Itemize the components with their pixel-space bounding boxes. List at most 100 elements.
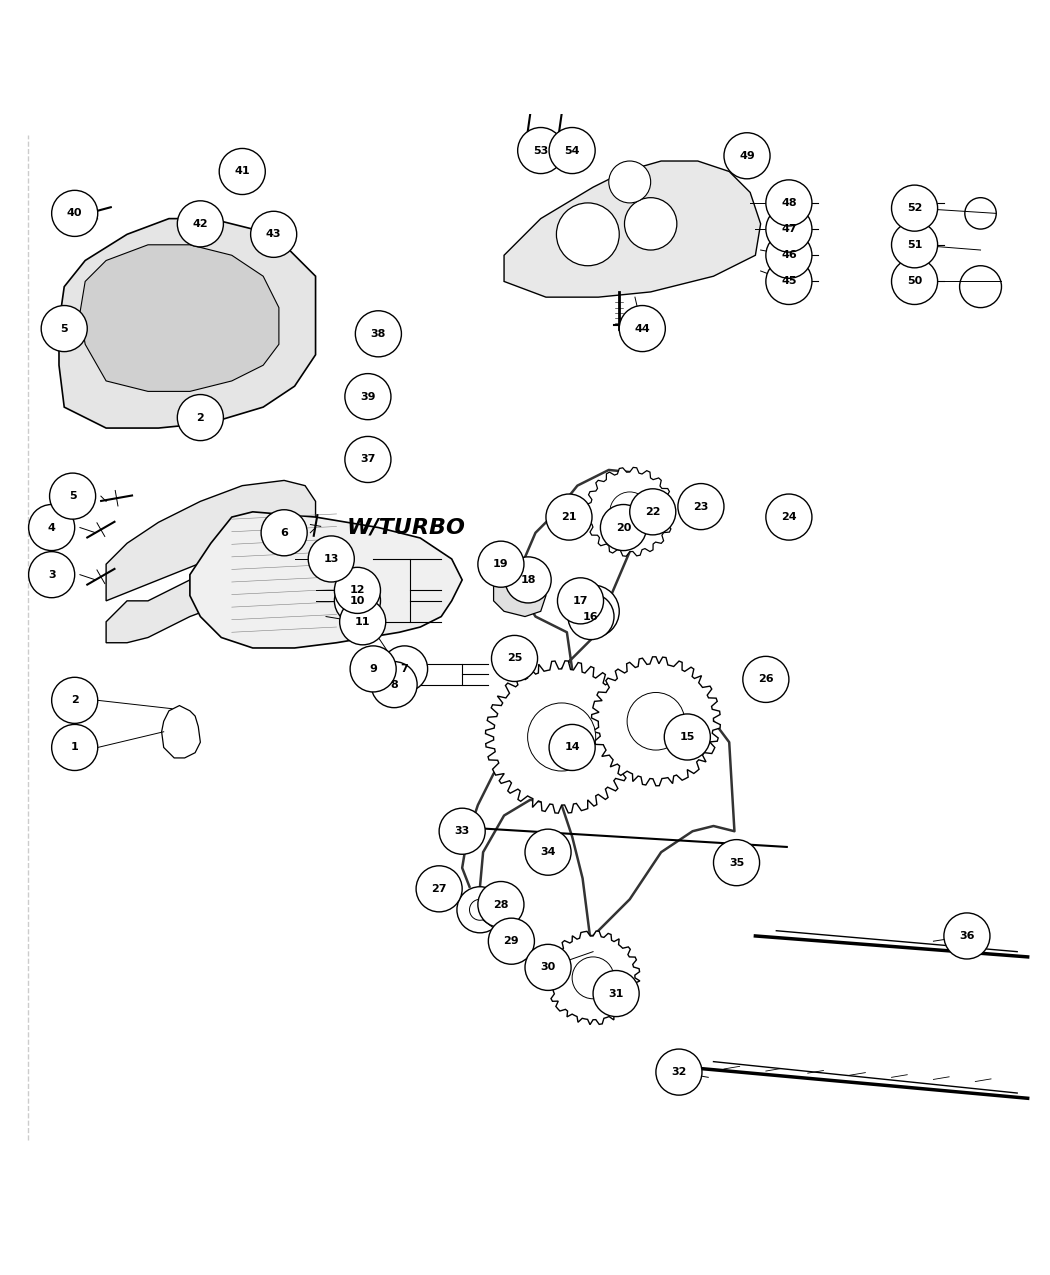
Text: 34: 34 [541,847,555,857]
Circle shape [478,541,524,588]
Circle shape [581,599,606,623]
Polygon shape [494,570,546,617]
Text: 25: 25 [507,654,522,663]
Circle shape [546,493,592,541]
Circle shape [568,594,614,640]
Circle shape [355,311,401,357]
Text: 39: 39 [360,391,376,402]
Circle shape [51,677,98,723]
Text: 12: 12 [350,585,365,595]
Circle shape [177,200,224,247]
Text: 31: 31 [608,988,624,998]
Polygon shape [504,161,760,297]
Circle shape [558,578,604,623]
Circle shape [593,970,639,1016]
Polygon shape [162,705,201,757]
Circle shape [765,232,812,278]
Polygon shape [106,481,316,601]
Text: 8: 8 [391,680,398,690]
Circle shape [469,899,490,921]
Circle shape [416,866,462,912]
Text: 2: 2 [196,413,205,422]
Circle shape [488,918,534,964]
Circle shape [491,635,538,681]
Circle shape [478,881,524,928]
Polygon shape [591,657,720,785]
Circle shape [371,662,417,708]
Text: 20: 20 [615,523,631,533]
Text: 54: 54 [565,145,580,156]
Text: 10: 10 [350,595,365,606]
Text: 6: 6 [280,528,288,538]
Circle shape [527,703,595,771]
Polygon shape [546,931,639,1025]
Text: 15: 15 [679,732,695,742]
Circle shape [51,724,98,770]
Circle shape [350,646,396,692]
Text: 36: 36 [960,931,974,941]
Text: 13: 13 [323,553,339,564]
Circle shape [965,198,996,230]
Circle shape [572,958,614,998]
Circle shape [457,886,503,933]
Circle shape [549,724,595,770]
Text: 17: 17 [572,595,588,606]
Text: 33: 33 [455,826,469,836]
Circle shape [344,374,391,419]
Circle shape [28,505,75,551]
Circle shape [51,190,98,236]
Polygon shape [585,468,674,556]
Text: 26: 26 [758,674,774,685]
Text: 19: 19 [494,560,509,569]
Circle shape [549,128,595,173]
Circle shape [891,259,938,305]
Polygon shape [485,660,637,813]
Circle shape [525,945,571,991]
Polygon shape [190,511,462,648]
Circle shape [944,913,990,959]
Circle shape [334,578,380,623]
Circle shape [556,203,619,265]
Text: 29: 29 [504,936,519,946]
Circle shape [665,714,711,760]
Text: 28: 28 [494,900,508,909]
Text: 53: 53 [533,145,548,156]
Circle shape [261,510,308,556]
Circle shape [678,483,723,529]
Text: 30: 30 [541,963,555,973]
Text: 11: 11 [355,617,371,627]
Polygon shape [59,218,316,428]
Circle shape [344,436,391,482]
Circle shape [765,493,812,541]
Circle shape [339,599,385,645]
Polygon shape [80,245,279,391]
Circle shape [765,259,812,305]
Text: 16: 16 [583,612,598,621]
Text: 18: 18 [521,575,536,585]
Text: 38: 38 [371,329,386,339]
Circle shape [625,198,677,250]
Text: 42: 42 [192,219,208,228]
Circle shape [891,185,938,231]
Text: 35: 35 [729,858,744,868]
Text: 27: 27 [432,884,447,894]
Text: 47: 47 [781,224,797,235]
Circle shape [567,585,619,638]
Text: 43: 43 [266,230,281,240]
Text: 49: 49 [739,150,755,161]
Circle shape [177,394,224,441]
Text: 51: 51 [907,240,922,250]
Circle shape [251,212,297,258]
Text: 50: 50 [907,277,922,287]
Circle shape [627,692,685,750]
Circle shape [28,552,75,598]
Circle shape [765,207,812,252]
Circle shape [656,1049,702,1095]
Text: 1: 1 [70,742,79,752]
Text: 40: 40 [67,208,83,218]
Text: 4: 4 [47,523,56,533]
Text: 21: 21 [562,513,576,521]
Text: 5: 5 [61,324,68,334]
Text: 44: 44 [634,324,650,334]
Circle shape [518,128,564,173]
